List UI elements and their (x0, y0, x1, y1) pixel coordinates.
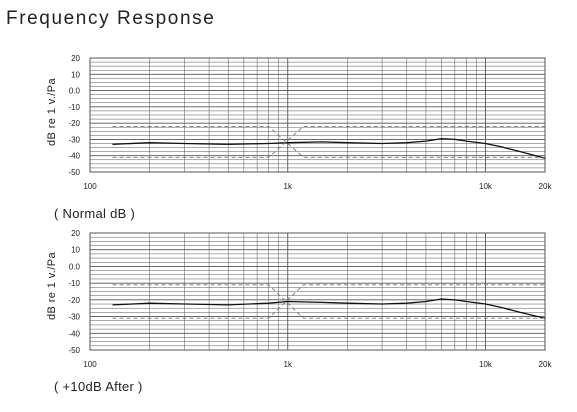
y-tick-label: -10 (68, 103, 80, 112)
tolerance-line (112, 284, 545, 319)
x-tick-label: 10k (479, 360, 493, 369)
chart-2-caption: ( +10dB After ) (54, 379, 143, 394)
y-tick-label: -20 (68, 296, 80, 305)
y-tick-label: -30 (68, 313, 80, 322)
y-tick-label: -50 (68, 168, 80, 177)
y-tick-label: -50 (68, 346, 80, 355)
y-tick-label: 20 (71, 229, 80, 238)
y-tick-label: -20 (68, 119, 80, 128)
x-tick-label: 1k (284, 360, 293, 369)
x-tick-label: 1k (284, 182, 293, 191)
chart-1-caption: ( Normal dB ) (54, 206, 136, 221)
tolerance-line (112, 125, 545, 158)
response-curve (112, 298, 546, 319)
y-tick-label: -40 (68, 152, 80, 161)
response-curve (112, 137, 546, 159)
x-tick-label: 20k (539, 360, 553, 369)
tolerance-line (112, 284, 545, 319)
x-tick-label: 100 (83, 182, 97, 191)
x-tick-label: 10k (479, 182, 493, 191)
page-title: Frequency Response (6, 8, 216, 29)
y-tick-label: 0.0 (69, 262, 81, 271)
y-tick-label: -30 (68, 135, 80, 144)
x-tick-label: 100 (83, 360, 97, 369)
y-tick-label: 10 (71, 246, 80, 255)
y-tick-label: 0.0 (69, 87, 81, 96)
x-tick-label: 20k (539, 182, 553, 191)
y-tick-label: 20 (71, 54, 80, 63)
tolerance-line (112, 125, 545, 158)
y-tick-label: -40 (68, 329, 80, 338)
y-tick-label: -10 (68, 279, 80, 288)
y-tick-label: 10 (71, 70, 80, 79)
